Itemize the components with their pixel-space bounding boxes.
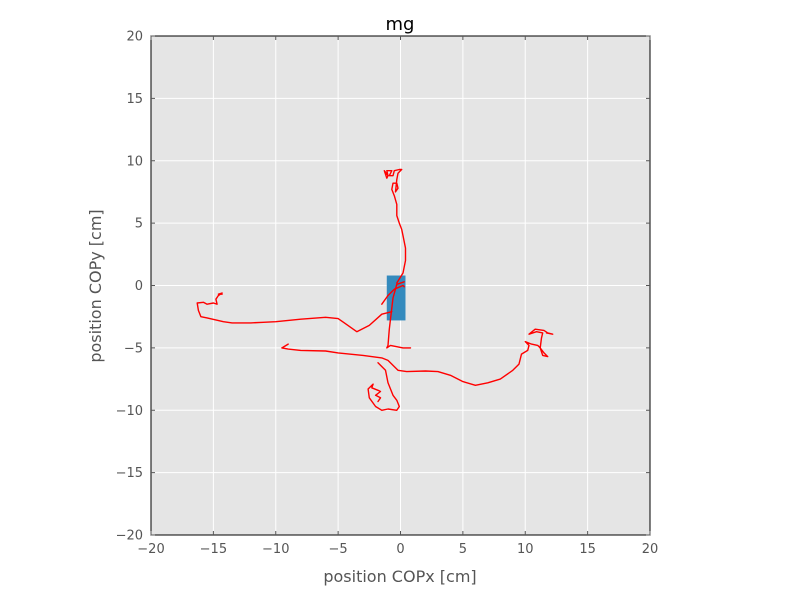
- y-tick-label: −15: [116, 466, 143, 481]
- tick-marks: [150, 35, 651, 536]
- x-tick-label: 20: [642, 542, 659, 557]
- trajectory-line: [196, 292, 393, 333]
- x-tick-label: 15: [579, 542, 596, 557]
- tick-labels: −20 −15 −10 −5 0 5 10 15 20 −20 −15 −10 −5 0 5 10 15 20: [116, 30, 659, 558]
- y-tick-label: −20: [116, 529, 143, 544]
- x-tick-label: −15: [200, 542, 227, 557]
- trajectory-line: [383, 168, 407, 284]
- chart-title: mg: [386, 14, 415, 35]
- y-tick-label: 0: [135, 279, 143, 294]
- x-tick-label: −10: [262, 542, 289, 557]
- trajectory-line: [386, 281, 412, 349]
- y-tick-label: −10: [116, 404, 143, 419]
- x-tick-label: 10: [517, 542, 534, 557]
- x-tick-label: 0: [396, 542, 404, 557]
- trajectory-line: [381, 284, 405, 305]
- data-layer: [196, 168, 554, 411]
- trajectory-line: [281, 343, 289, 349]
- x-tick-label: 5: [459, 542, 467, 557]
- y-tick-label: 10: [126, 154, 143, 169]
- x-tick-label: −5: [329, 542, 348, 557]
- y-tick-label: 15: [126, 92, 143, 107]
- trajectory-line: [281, 328, 554, 386]
- y-axis-label: position COPy [cm]: [86, 209, 105, 362]
- x-tick-label: −20: [137, 542, 164, 557]
- y-tick-label: 20: [126, 30, 143, 45]
- y-tick-label: −5: [124, 341, 143, 356]
- x-axis-label: position COPx [cm]: [323, 567, 476, 586]
- y-tick-label: 5: [135, 217, 143, 232]
- trajectory-line: [367, 362, 400, 411]
